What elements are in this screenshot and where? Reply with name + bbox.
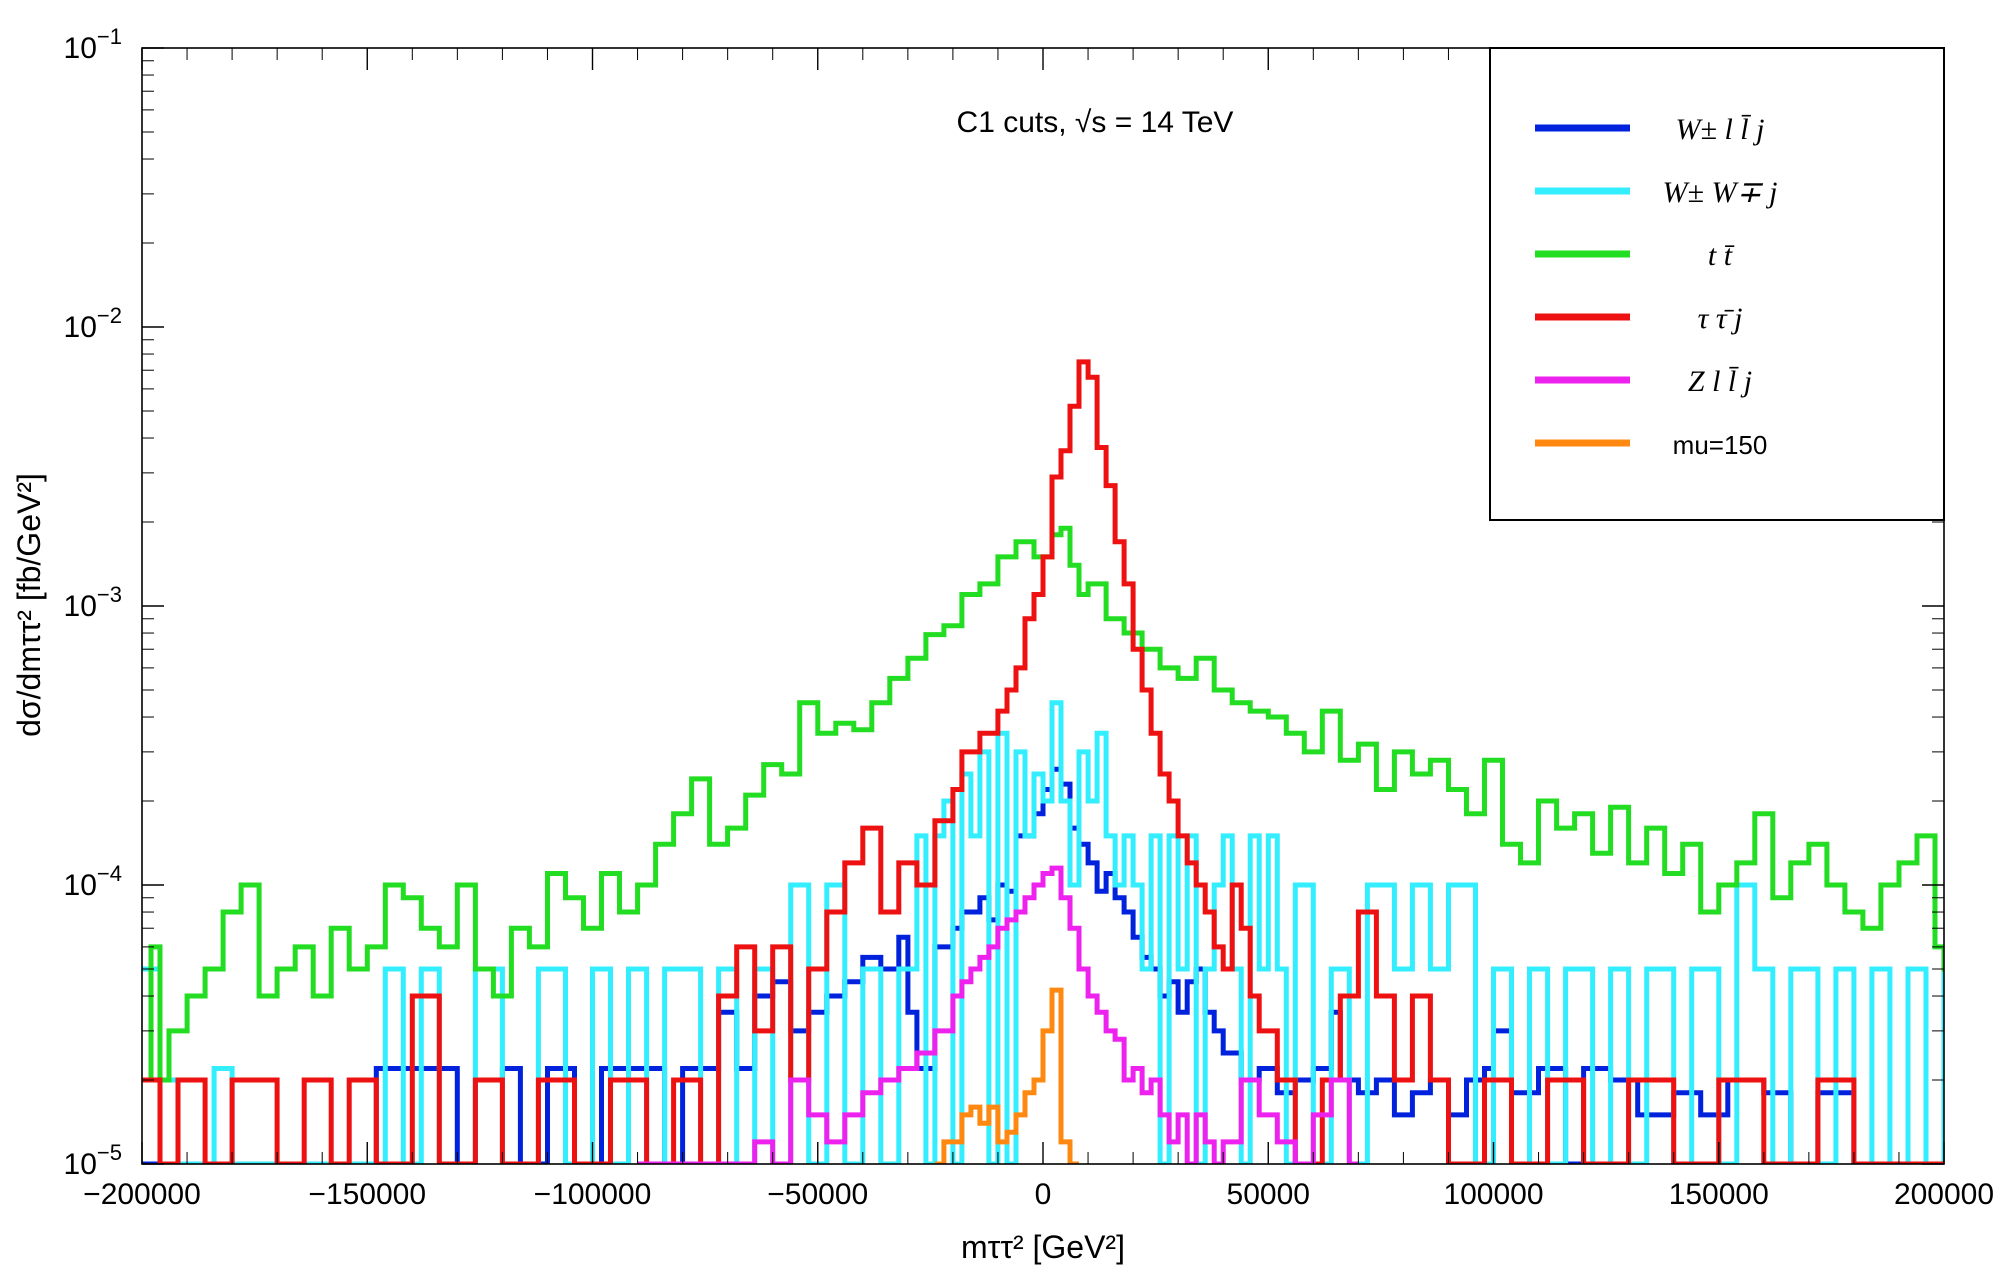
x-tick-label: −200000 [83, 1178, 201, 1211]
x-axis-title: mττ² [GeV²] [961, 1229, 1125, 1265]
y-axis-title: dσ/dmττ² [fb/GeV²] [11, 473, 47, 737]
y-tick-label: 10−2 [64, 303, 122, 344]
legend-label: W± l l̄ j [1676, 113, 1765, 146]
series-line-3 [142, 359, 1944, 1164]
series-layer [142, 359, 1944, 1164]
legend-label: τ τ̄ j [1698, 302, 1743, 335]
x-tick-label: 150000 [1669, 1178, 1769, 1211]
x-tick-label: −100000 [534, 1178, 652, 1211]
legend-label: W± W∓ j [1663, 176, 1778, 209]
legend: W± l l̄ j W± W∓ j t t̄ τ τ̄ j Z l l̄ j mu=150 [1489, 47, 1945, 521]
legend-entries: W± l l̄ j W± W∓ j t t̄ τ τ̄ j Z l l̄ j mu=150 [1535, 113, 1777, 460]
y-tick-label: 10−1 [64, 24, 122, 65]
x-tick-label: 100000 [1443, 1178, 1543, 1211]
x-tick-labels: −200000 −150000 −100000 −50000 0 50000 100000 1… [83, 1178, 1994, 1211]
series-line-1 [142, 700, 1944, 1164]
series-line-2 [142, 525, 1944, 1083]
x-tick-label: 0 [1035, 1178, 1052, 1211]
series-line-4 [637, 865, 1359, 1164]
series-line-5 [934, 987, 1079, 1164]
y-tick-labels: 10−1 10−2 10−3 10−4 10−5 [64, 24, 122, 1181]
x-tick-label: 200000 [1894, 1178, 1994, 1211]
chart-title: C1 cuts, √s = 14 TeV [957, 106, 1234, 139]
x-tick-label: 50000 [1227, 1178, 1310, 1211]
y-tick-label: 10−5 [64, 1140, 122, 1181]
legend-label: mu=150 [1673, 430, 1768, 460]
x-tick-label: −150000 [308, 1178, 426, 1211]
y-tick-label: 10−4 [64, 861, 122, 902]
y-tick-label: 10−3 [64, 582, 122, 623]
legend-label: Z l l̄ j [1688, 365, 1752, 398]
x-tick-label: −50000 [767, 1178, 868, 1211]
legend-label: t t̄ [1708, 239, 1735, 272]
